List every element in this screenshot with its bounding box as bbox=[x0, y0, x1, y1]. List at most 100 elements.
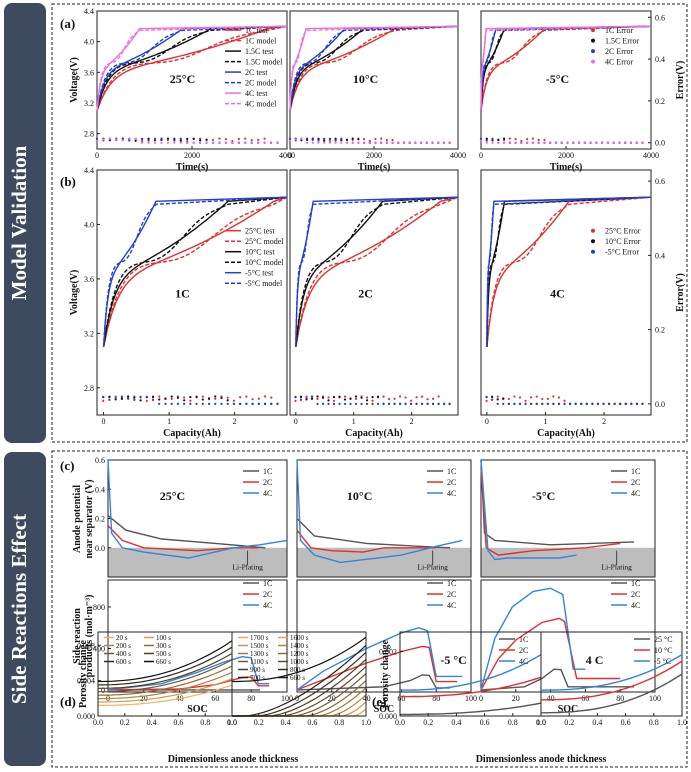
x-tick-label: 20 bbox=[140, 694, 148, 703]
x-tick-label: 0.0 bbox=[536, 718, 546, 727]
x-axis-label-time: Time(s) bbox=[550, 162, 583, 173]
error-dot--5°C bbox=[546, 402, 549, 405]
error-dot-1C bbox=[363, 138, 366, 141]
legend-label: 4C model bbox=[245, 100, 277, 109]
error-dot--5°C bbox=[120, 395, 123, 398]
error-dot-4C bbox=[606, 141, 609, 144]
error-dot-4C bbox=[257, 141, 260, 144]
plot-frame-b-2 bbox=[289, 169, 459, 416]
subplot-label-b-2: 2C bbox=[358, 286, 373, 300]
y-tick-label: 0.004 bbox=[77, 677, 95, 686]
error-dot-10°C bbox=[139, 399, 142, 402]
x-tick-label: 0 bbox=[485, 417, 489, 426]
error-dot-10°C bbox=[332, 396, 336, 399]
legend-label: 2C Error bbox=[605, 47, 634, 56]
x-tick-label: 80 bbox=[616, 694, 624, 703]
error-dot-10°C bbox=[338, 395, 341, 398]
error-dot-10°C bbox=[491, 395, 494, 398]
error-dot--5°C bbox=[354, 402, 358, 405]
error-dot-10°C bbox=[376, 395, 380, 398]
x-tick-label: 0.4 bbox=[451, 718, 461, 727]
error-dot-1.5C bbox=[357, 138, 360, 141]
error-dot--5°C bbox=[176, 402, 180, 405]
error-dot-4C bbox=[385, 141, 388, 144]
error-dot-4C bbox=[108, 137, 111, 140]
porosity-curve-1C bbox=[400, 702, 542, 716]
error-dot-4C bbox=[380, 141, 383, 144]
legend-label: 4C Error bbox=[605, 58, 634, 67]
error-dot--5°C bbox=[507, 402, 510, 405]
error-dot--5°C bbox=[338, 402, 341, 405]
error-dot--5°C bbox=[524, 402, 527, 405]
error-dot-25°C bbox=[332, 399, 336, 402]
error-dot-4C bbox=[402, 141, 406, 144]
legend-label: 200 s bbox=[116, 642, 131, 650]
error-dot-4C bbox=[345, 141, 349, 144]
voltage-model-curve-2C bbox=[289, 25, 459, 111]
error-dot-4C bbox=[425, 141, 428, 144]
error-dot-2C bbox=[317, 139, 320, 142]
error-dot-4C bbox=[323, 141, 326, 144]
legend-label: 300 s bbox=[156, 642, 171, 650]
legend-label: 1.5C model bbox=[245, 58, 283, 67]
li-plating-region bbox=[481, 547, 655, 577]
error-dot-4C bbox=[306, 141, 309, 144]
error-dot-4C bbox=[549, 141, 552, 144]
legend-label: 2C bbox=[447, 478, 456, 487]
legend-label: 1200 s bbox=[290, 650, 309, 658]
error-dot-1.5C bbox=[351, 137, 354, 140]
error-dot--5°C bbox=[239, 402, 242, 405]
y2-tick-label: 0.4 bbox=[655, 55, 665, 64]
x-tick-label: 0 bbox=[294, 417, 298, 426]
error-dot-4C bbox=[340, 141, 343, 144]
legend-label: -5°C model bbox=[245, 279, 283, 288]
error-dot-10°C bbox=[343, 398, 347, 401]
x-tick-label: 100 bbox=[281, 694, 293, 703]
x-tick-label: 0.8 bbox=[200, 718, 210, 727]
legend-label: 1.5C test bbox=[245, 47, 274, 56]
li-plating-label: Li-Plating bbox=[602, 563, 633, 572]
error-dot-4C bbox=[199, 141, 202, 144]
error-dot--5°C bbox=[485, 395, 488, 398]
error-dot--5°C bbox=[371, 402, 374, 405]
error-dot-25°C bbox=[507, 397, 510, 401]
error-dot--5°C bbox=[139, 395, 142, 398]
error-dot-10°C bbox=[189, 395, 192, 399]
error-dot-2C bbox=[288, 137, 292, 140]
error-dot-10°C bbox=[502, 397, 505, 400]
error-dot-2C bbox=[340, 138, 343, 141]
error-dot-4C bbox=[629, 141, 633, 144]
subplot-label-c-2: 10°C bbox=[347, 489, 372, 503]
x-tick-label: 0.0 bbox=[93, 718, 103, 727]
subplot-label-a-3: -5°C bbox=[546, 72, 569, 86]
li-plating-label: Li-Plating bbox=[232, 563, 263, 572]
error-dot-2C bbox=[479, 137, 483, 140]
error-dot--5°C bbox=[263, 402, 267, 405]
error-dot--5°C bbox=[170, 402, 173, 405]
error-dot--5°C bbox=[420, 402, 424, 405]
voltage-test-curve-25°C bbox=[295, 196, 459, 348]
error-dot-2C bbox=[147, 139, 150, 142]
li-plating-label: Li-Plating bbox=[418, 563, 449, 572]
error-dot--5°C bbox=[557, 402, 561, 405]
error-dot-4C bbox=[205, 141, 208, 144]
voltage-test-curve-1C bbox=[480, 25, 652, 111]
plot-frame-c-top-3 bbox=[480, 459, 656, 578]
error-dot-10°C bbox=[349, 397, 352, 400]
error-dot-25°C bbox=[546, 397, 549, 400]
y2-tick-label: 0.2 bbox=[655, 326, 665, 335]
error-dot-1C bbox=[257, 138, 260, 141]
legend-label: 4C bbox=[631, 601, 640, 610]
x-tick-label: 2 bbox=[410, 417, 414, 426]
error-dot-4C bbox=[95, 139, 99, 142]
error-dot--5°C bbox=[393, 402, 396, 405]
error-dot--5°C bbox=[183, 402, 186, 405]
legend-label: 10°C Error bbox=[605, 237, 641, 246]
porosity-curve-400s bbox=[98, 659, 233, 693]
error-dot--5°C bbox=[164, 402, 167, 405]
x-tick-label: 20 bbox=[328, 694, 336, 703]
error-dot-10°C bbox=[365, 399, 369, 402]
legend-label: 4C bbox=[447, 489, 456, 498]
y-tick-label: 4.4 bbox=[84, 166, 94, 175]
error-dot-4C bbox=[442, 141, 445, 144]
